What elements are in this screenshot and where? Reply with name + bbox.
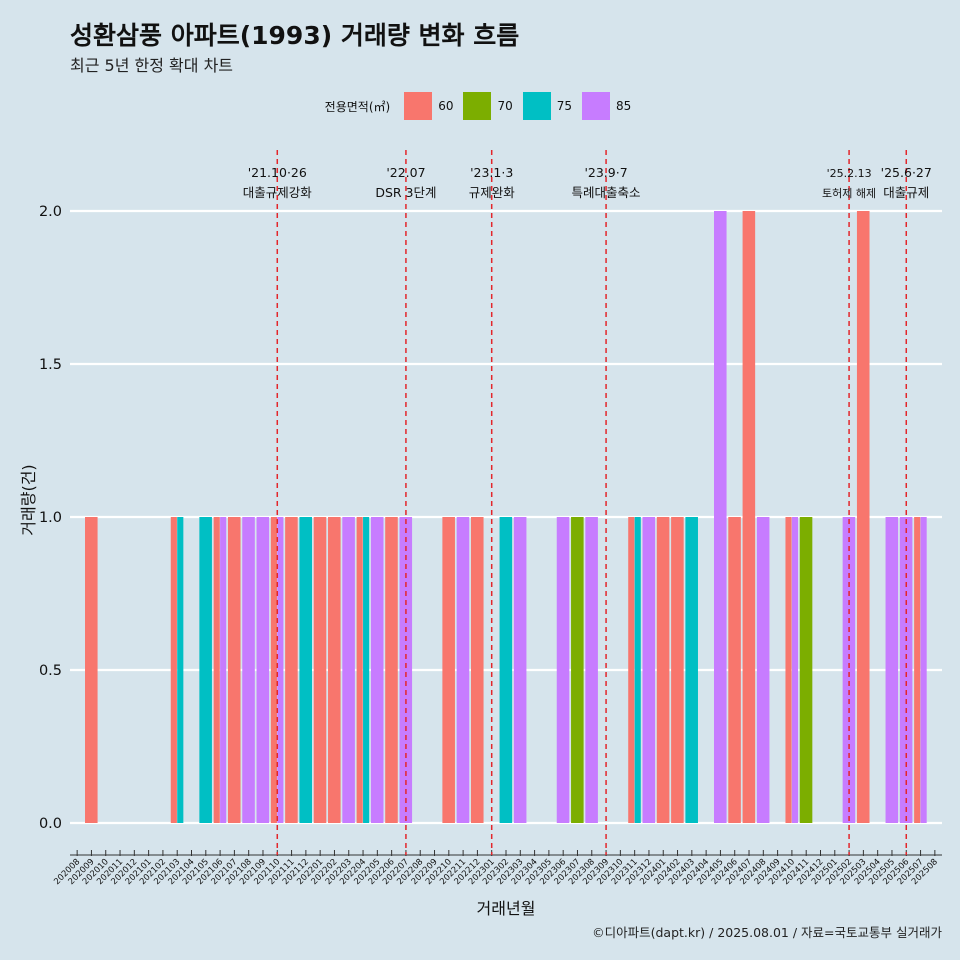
chart-title: 성환삼풍 아파트(1993) 거래량 변화 흐름 bbox=[70, 21, 520, 50]
annotation-label: DSR 3단계 bbox=[375, 185, 436, 200]
bar-85-202308 bbox=[585, 517, 598, 823]
bar-85-202505 bbox=[885, 517, 899, 823]
bar-60-202401 bbox=[656, 517, 670, 823]
bar-60-202110 bbox=[270, 517, 277, 823]
annotation-label: 토허제 해제 bbox=[822, 186, 876, 200]
annotation-date: '22.07 bbox=[386, 165, 425, 180]
annotation-label: 규제완화 bbox=[469, 185, 516, 200]
bar-85-202211 bbox=[456, 517, 470, 823]
bar-85-202207 bbox=[399, 517, 413, 823]
bar-60-202507 bbox=[914, 517, 921, 823]
y-tick-label: 0.5 bbox=[39, 663, 62, 679]
bar-70-202411 bbox=[799, 517, 813, 823]
annotation-label: 특례대출축소 bbox=[572, 185, 641, 200]
bar-60-202311 bbox=[628, 517, 635, 823]
bar-75-202403 bbox=[685, 517, 698, 823]
bar-60-202210 bbox=[442, 517, 455, 823]
legend-label: 70 bbox=[497, 99, 513, 113]
bar-85-202306 bbox=[556, 517, 570, 823]
bar-70-202307 bbox=[571, 517, 584, 823]
bar-85-202506 bbox=[899, 517, 913, 823]
legend-title: 전용면적(㎡) bbox=[324, 99, 391, 114]
bar-60-202204 bbox=[356, 517, 363, 823]
legend-item-60: 60 bbox=[404, 92, 457, 120]
legend-label: 60 bbox=[438, 99, 454, 113]
bar-60-202503 bbox=[856, 211, 870, 823]
annotation-date: '25.2.13 bbox=[827, 167, 872, 180]
y-tick-label: 0.0 bbox=[39, 816, 62, 832]
bar-60-202410 bbox=[785, 517, 792, 823]
legend-label: 85 bbox=[616, 99, 632, 113]
y-tick-label: 2.0 bbox=[39, 204, 62, 220]
bar-85-202110 bbox=[277, 517, 284, 823]
chart-subtitle: 최근 5년 한정 확대 차트 bbox=[70, 56, 234, 75]
bar-85-202408 bbox=[756, 517, 770, 823]
bar-60-202106 bbox=[213, 517, 220, 823]
legend-swatch bbox=[522, 92, 551, 120]
bar-60-202202 bbox=[328, 517, 341, 823]
annotation-label: 대출규제강화 bbox=[243, 185, 313, 200]
y-axis-title: 거래량(건) bbox=[19, 464, 38, 535]
bar-85-202312 bbox=[642, 517, 656, 823]
bar-75-202105 bbox=[199, 517, 212, 823]
legend-swatch bbox=[463, 92, 492, 120]
annotation-label: 대출규제 bbox=[883, 185, 929, 200]
bar-85-202205 bbox=[370, 517, 384, 823]
bar-60-202201 bbox=[313, 517, 327, 823]
bar-85-202507 bbox=[920, 517, 927, 823]
bar-60-202103 bbox=[170, 517, 177, 823]
bar-85-202108 bbox=[242, 517, 255, 823]
bar-75-202302 bbox=[499, 517, 513, 823]
annotation-date: '21.10·26 bbox=[248, 165, 307, 180]
legend-swatch bbox=[582, 92, 611, 120]
legend-item-70: 70 bbox=[463, 92, 516, 120]
bar-85-202106 bbox=[220, 517, 227, 823]
bar-75-202112 bbox=[299, 517, 313, 823]
bar-75-202103 bbox=[177, 517, 184, 823]
legend-swatch bbox=[404, 92, 433, 120]
bar-60-202402 bbox=[671, 517, 684, 823]
bar-85-202203 bbox=[342, 517, 355, 823]
bar-60-202206 bbox=[385, 517, 398, 823]
bar-60-202009 bbox=[85, 517, 98, 823]
bar-85-202109 bbox=[256, 517, 270, 823]
annotation-date: '25.6·27 bbox=[881, 165, 932, 180]
y-tick-label: 1.0 bbox=[39, 510, 62, 526]
y-tick-label: 1.5 bbox=[39, 357, 62, 373]
annotation-date: '23.1·3 bbox=[470, 165, 513, 180]
bar-75-202204 bbox=[363, 517, 370, 823]
bar-60-202407 bbox=[742, 211, 756, 823]
bar-60-202406 bbox=[728, 517, 741, 823]
legend-label: 75 bbox=[556, 99, 573, 113]
bar-60-202212 bbox=[470, 517, 484, 823]
legend-item-75: 75 bbox=[522, 92, 576, 120]
annotation-date: '23.9·7 bbox=[584, 165, 627, 180]
legend: 전용면적(㎡) 60 70 75 85 bbox=[0, 92, 960, 120]
bar-85-202502 bbox=[842, 517, 856, 823]
legend-item-85: 85 bbox=[582, 92, 635, 120]
bar-60-202107 bbox=[227, 517, 241, 823]
bar-60-202111 bbox=[285, 517, 298, 823]
bar-75-202311 bbox=[634, 517, 641, 823]
bar-85-202410 bbox=[791, 517, 799, 823]
chart-caption: ©디아파트(dapt.kr) / 2025.08.01 / 자료=국토교통부 실… bbox=[592, 925, 942, 940]
x-axis-title: 거래년월 bbox=[477, 899, 536, 918]
bar-85-202303 bbox=[513, 517, 527, 823]
bar-85-202405 bbox=[713, 211, 727, 823]
